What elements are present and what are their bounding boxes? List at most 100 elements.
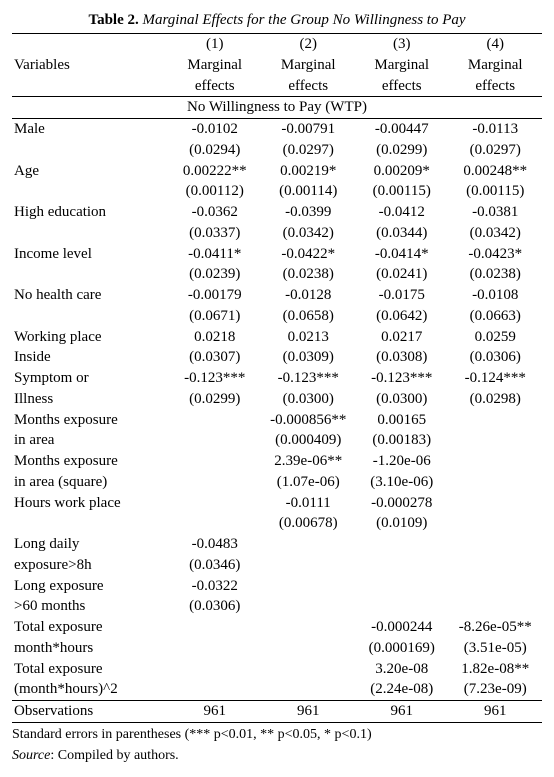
cell-est: -0.123*** — [355, 368, 449, 389]
cell-se: (0.0306) — [449, 347, 543, 368]
cell-se: (0.00678) — [262, 513, 356, 534]
cell-est: -0.0128 — [262, 285, 356, 306]
table-row-se: (0.0239)(0.0238)(0.0241)(0.0238) — [12, 264, 542, 285]
row-label: Male — [12, 119, 168, 140]
cell-est: -0.0412 — [355, 202, 449, 223]
row-label: Total exposure — [12, 617, 168, 638]
obs-val-1: 961 — [262, 701, 356, 723]
header-marginal-3: Marginal — [449, 55, 543, 76]
cell-se — [262, 638, 356, 659]
table-row-se: month*hours(0.000169)(3.51e-05) — [12, 638, 542, 659]
cell-est: 0.0218 — [168, 327, 262, 348]
cell-est: -0.000856** — [262, 410, 356, 431]
cell-se: (0.0299) — [355, 140, 449, 161]
header-effects-3: effects — [449, 76, 543, 97]
cell-se — [449, 472, 543, 493]
cell-se: (0.00183) — [355, 430, 449, 451]
cell-est — [262, 534, 356, 555]
cell-est: -0.00791 — [262, 119, 356, 140]
obs-label: Observations — [12, 701, 168, 723]
cell-est: 1.82e-08** — [449, 659, 543, 680]
cell-est: -0.000278 — [355, 493, 449, 514]
cell-est — [168, 410, 262, 431]
cell-est — [449, 451, 543, 472]
table-row-se: Illness(0.0299)(0.0300)(0.0300)(0.0298) — [12, 389, 542, 410]
source-text: : Compiled by authors. — [50, 748, 178, 763]
cell-se: (3.51e-05) — [449, 638, 543, 659]
cell-se — [355, 596, 449, 617]
header-variables-label: Variables — [12, 55, 168, 76]
table-row: Months exposure-0.000856**0.00165 — [12, 410, 542, 431]
cell-est: -0.00447 — [355, 119, 449, 140]
cell-se — [168, 430, 262, 451]
table-caption: Marginal Effects for the Group No Willin… — [143, 12, 466, 28]
cell-se: (0.0297) — [262, 140, 356, 161]
significance-note: Standard errors in parentheses (*** p<0.… — [12, 726, 542, 744]
cell-se — [449, 430, 543, 451]
cell-est — [168, 659, 262, 680]
header-colnum-1: (2) — [262, 34, 356, 55]
cell-se: (0.00114) — [262, 181, 356, 202]
obs-val-0: 961 — [168, 701, 262, 723]
cell-se — [262, 679, 356, 700]
source-note: Source: Compiled by authors. — [12, 747, 542, 765]
table-row: Working place0.02180.02130.02170.0259 — [12, 327, 542, 348]
header-marginal-0: Marginal — [168, 55, 262, 76]
cell-est: 0.00165 — [355, 410, 449, 431]
cell-est — [262, 659, 356, 680]
cell-est: -0.0111 — [262, 493, 356, 514]
cell-se: (0.0294) — [168, 140, 262, 161]
row-label-cont: Illness — [12, 389, 168, 410]
cell-est: 3.20e-08 — [355, 659, 449, 680]
source-label: Source — [12, 748, 50, 763]
cell-se — [355, 555, 449, 576]
results-table: (1)(2)(3)(4)VariablesMarginalMarginalMar… — [12, 33, 542, 723]
table-row-se: in area (square)(1.07e-06)(3.10e-06) — [12, 472, 542, 493]
cell-est: -0.123*** — [168, 368, 262, 389]
cell-est: -0.0113 — [449, 119, 543, 140]
cell-est — [355, 534, 449, 555]
cell-est — [449, 576, 543, 597]
table-row: Symptom or-0.123***-0.123***-0.123***-0.… — [12, 368, 542, 389]
obs-val-2: 961 — [355, 701, 449, 723]
table-row-se: Inside(0.0307)(0.0309)(0.0308)(0.0306) — [12, 347, 542, 368]
cell-est — [262, 617, 356, 638]
obs-val-3: 961 — [449, 701, 543, 723]
cell-est: 2.39e-06** — [262, 451, 356, 472]
cell-se: (0.0241) — [355, 264, 449, 285]
table-row-se: (0.0671)(0.0658)(0.0642)(0.0663) — [12, 306, 542, 327]
row-label: Long exposure — [12, 576, 168, 597]
row-label-cont — [12, 264, 168, 285]
table-row: Long exposure-0.0322 — [12, 576, 542, 597]
cell-se: (0.0337) — [168, 223, 262, 244]
cell-se: (0.0309) — [262, 347, 356, 368]
table-title: Table 2. Marginal Effects for the Group … — [12, 12, 542, 29]
cell-est — [262, 576, 356, 597]
table-row-se: (0.00678)(0.0109) — [12, 513, 542, 534]
cell-se: (0.00112) — [168, 181, 262, 202]
cell-est: 0.0217 — [355, 327, 449, 348]
cell-se — [449, 555, 543, 576]
cell-est: 0.0213 — [262, 327, 356, 348]
cell-se: (0.0238) — [262, 264, 356, 285]
row-label: No health care — [12, 285, 168, 306]
cell-est: -0.0414* — [355, 244, 449, 265]
cell-est: -0.000244 — [355, 617, 449, 638]
cell-se: (1.07e-06) — [262, 472, 356, 493]
cell-est: -0.0381 — [449, 202, 543, 223]
cell-est — [449, 410, 543, 431]
header-colnum-2: (3) — [355, 34, 449, 55]
cell-est — [355, 576, 449, 597]
table-row: Total exposure3.20e-081.82e-08** — [12, 659, 542, 680]
table-row: No health care-0.00179-0.0128-0.0175-0.0… — [12, 285, 542, 306]
row-label: Hours work place — [12, 493, 168, 514]
header-marginal-1: Marginal — [262, 55, 356, 76]
table-number: Table 2. — [88, 12, 138, 28]
table-row: Total exposure -0.000244-8.26e-05** — [12, 617, 542, 638]
row-label: Long daily — [12, 534, 168, 555]
cell-est: -8.26e-05** — [449, 617, 543, 638]
cell-est: -1.20e-06 — [355, 451, 449, 472]
cell-est — [168, 617, 262, 638]
cell-se: (2.24e-08) — [355, 679, 449, 700]
cell-se: (0.0306) — [168, 596, 262, 617]
